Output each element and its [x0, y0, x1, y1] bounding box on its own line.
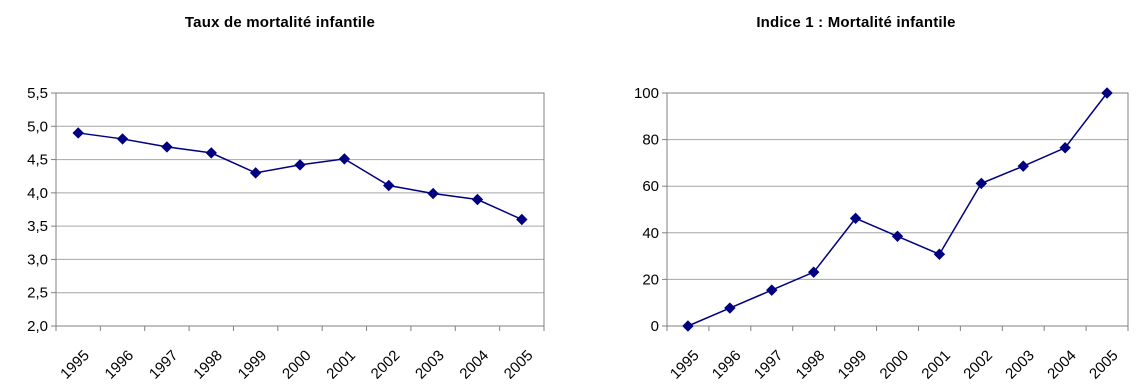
y-tick-label: 2,5 — [27, 285, 48, 302]
y-tick-label: 80 — [642, 132, 659, 149]
x-tick-label: 1997 — [751, 347, 787, 383]
y-tick-label: 3,5 — [27, 218, 48, 235]
y-tick-label: 100 — [634, 85, 659, 102]
data-point — [516, 213, 528, 226]
x-tick-label: 2003 — [412, 347, 448, 383]
chart-mortality-rate: Taux de mortalité infantile 2,0 2,5 3,0 3,5… — [0, 0, 560, 389]
data-point — [383, 179, 395, 192]
y-tick-label: 4,5 — [27, 152, 48, 169]
y-tick-label: 3,0 — [27, 251, 48, 268]
x-tick-label: 2005 — [501, 347, 537, 383]
y-tick-label: 4,0 — [27, 185, 48, 202]
x-tick-label: 2000 — [877, 347, 913, 383]
x-tick-label: 2001 — [323, 347, 359, 383]
x-tick-label: 2002 — [368, 347, 404, 383]
data-point — [1101, 87, 1113, 99]
plot-area-border — [666, 92, 1129, 327]
y-tick-label: 0 — [651, 318, 659, 335]
data-point — [116, 133, 129, 145]
x-tick-label: 1999 — [235, 347, 271, 383]
x-tick-label: 2004 — [1044, 347, 1080, 383]
data-point — [72, 127, 84, 139]
data-point — [161, 141, 173, 153]
x-tick-label: 1996 — [709, 347, 745, 383]
data-point — [724, 302, 736, 314]
y-tick-label: 20 — [642, 271, 659, 288]
data-point — [975, 177, 988, 190]
plot-area-border — [55, 92, 545, 327]
data-point — [1017, 160, 1029, 172]
data-point — [891, 230, 904, 243]
data-point — [427, 187, 439, 200]
x-tick-label: 1998 — [793, 347, 829, 383]
x-tick-label: 1995 — [57, 347, 93, 383]
chart-title: Taux de mortalité infantile — [184, 14, 376, 31]
x-tick-label: 2002 — [960, 347, 996, 383]
y-tick-label: 40 — [642, 225, 659, 242]
x-tick-label: 2004 — [456, 347, 492, 383]
data-point — [1059, 142, 1071, 154]
x-tick-label: 2005 — [1086, 347, 1122, 383]
x-tick-label: 2000 — [279, 347, 315, 383]
y-tick-label: 60 — [642, 178, 659, 195]
x-tick-label: 1998 — [190, 347, 226, 383]
data-point — [766, 284, 778, 296]
chart-mortality-index-plot: 0 20 40 60 80 100 1995 1996 1997 1998 1999 2000 2001… — [634, 85, 1129, 383]
data-point — [849, 212, 862, 225]
data-point — [338, 153, 351, 165]
series-line — [78, 132, 523, 221]
data-point — [205, 147, 217, 159]
x-tick-label: 1999 — [835, 347, 871, 383]
x-tick-label: 1995 — [667, 347, 703, 383]
chart-mortality-index: Indice 1 : Mortalité infantile 0 20 40 60 80… — [576, 0, 1136, 389]
chart-mortality-rate-plot: 2,0 2,5 3,0 3,5 4,0 4,5 5,0 5,5 1995 1996 1997 1998… — [27, 85, 545, 383]
data-point — [933, 248, 946, 260]
data-point — [294, 159, 306, 171]
y-tick-label: 2,0 — [27, 318, 48, 335]
x-tick-label: 1997 — [146, 347, 182, 383]
data-point — [249, 167, 262, 179]
data-point — [682, 320, 694, 332]
series-line — [687, 92, 1108, 327]
x-tick-label: 1996 — [102, 347, 138, 383]
x-tick-label: 2001 — [918, 347, 954, 383]
data-point — [807, 266, 820, 278]
y-tick-label: 5,0 — [27, 118, 48, 135]
y-tick-label: 5,5 — [27, 85, 48, 102]
x-tick-label: 2003 — [1002, 347, 1038, 383]
data-point — [471, 193, 484, 206]
chart-title: Indice 1 : Mortalité infantile — [756, 14, 956, 31]
